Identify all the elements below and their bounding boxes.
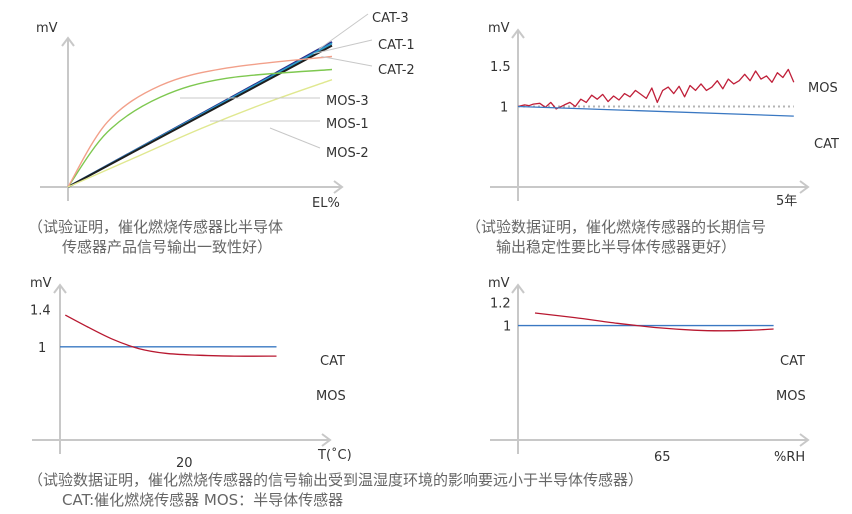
chart1-x-label: EL% — [312, 196, 340, 211]
chart1-leader-cat-1 — [313, 39, 373, 55]
chart1-label-cat-2: CAT-2 — [378, 63, 415, 78]
chart4-y-arrow — [511, 283, 525, 294]
chart4-x-label: %RH — [774, 450, 805, 465]
chart1-series-cat-2 — [67, 44, 333, 188]
chart4-label-mos: MOS — [776, 389, 806, 404]
chart1-leader-cat-2 — [321, 56, 373, 67]
chart1-label-mos-1: MOS-1 — [326, 117, 369, 132]
chart3-xtick-20: 20 — [176, 456, 193, 471]
chart1-caption-line2: 传感器产品信号输出一致性好） — [62, 238, 273, 256]
chart1-label-mos-3: MOS-3 — [326, 94, 369, 109]
chart3-y-label: mV — [30, 276, 52, 291]
chart2-series-cat — [517, 105, 794, 117]
chart3-series-mos — [64, 314, 277, 357]
chart1-label-cat-1: CAT-1 — [378, 38, 415, 53]
chart2-y-label: mV — [488, 21, 510, 36]
chart4-y-label: mV — [488, 276, 510, 291]
footer-line1: （试验数据证明，催化燃烧传感器的信号输出受到温湿度环境的影响要远小于半导体传感器… — [28, 471, 644, 489]
chart3-x-label: T(˚C) — [317, 447, 352, 463]
chart1-caption-line1: （试验证明，催化燃烧传感器比半导体 — [28, 218, 284, 236]
chart3-label-cat: CAT — [320, 354, 345, 369]
chart4-ytick-1: 1 — [503, 320, 511, 335]
chart1-leader-mos-2 — [269, 127, 321, 149]
chart4-x-arrow — [799, 433, 810, 447]
chart2-label-cat: CAT — [814, 137, 839, 152]
chart4-ytick-1.2: 1.2 — [490, 297, 511, 312]
chart2-ytick-1: 1 — [500, 100, 508, 115]
chart1-series-mos-1 — [67, 55, 333, 188]
chart1-label-mos-2: MOS-2 — [326, 146, 369, 161]
chart4-label-cat: CAT — [780, 354, 805, 369]
chart3-label-mos: MOS — [316, 389, 346, 404]
chart3-y-arrow — [53, 283, 67, 294]
chart3-ytick-1: 1 — [38, 341, 46, 356]
footer-line2: CAT:催化燃烧传感器 MOS：半导体传感器 — [62, 491, 344, 509]
chart2-caption-line2: 输出稳定性要比半导体传感器更好） — [496, 238, 737, 256]
chart2-y-arrow — [511, 28, 525, 39]
chart1-y-label: mV — [36, 21, 58, 36]
chart2-ytick-1.5: 1.5 — [490, 60, 511, 75]
chart1-label-cat-3: CAT-3 — [372, 11, 409, 26]
chart2-caption-line1: （试验数据证明，催化燃烧传感器的长期信号 — [466, 218, 767, 236]
chart1-series-mos-3 — [67, 68, 333, 188]
chart2-x-label: 5年 — [776, 194, 797, 209]
chart4-xtick-65: 65 — [654, 450, 671, 465]
chart1-x-arrow — [333, 180, 344, 194]
chart4-series-mos — [534, 312, 774, 332]
chart2-label-mos: MOS — [808, 81, 838, 96]
chart2-x-arrow — [799, 180, 810, 194]
chart3-x-arrow — [321, 433, 332, 447]
chart1-leader-cat-3 — [318, 13, 369, 50]
chart1-y-arrow — [61, 36, 75, 47]
chart3-ytick-1.4: 1.4 — [30, 304, 51, 319]
chart1-series-mos-2 — [67, 79, 333, 188]
chart2-series-mos — [517, 68, 795, 110]
